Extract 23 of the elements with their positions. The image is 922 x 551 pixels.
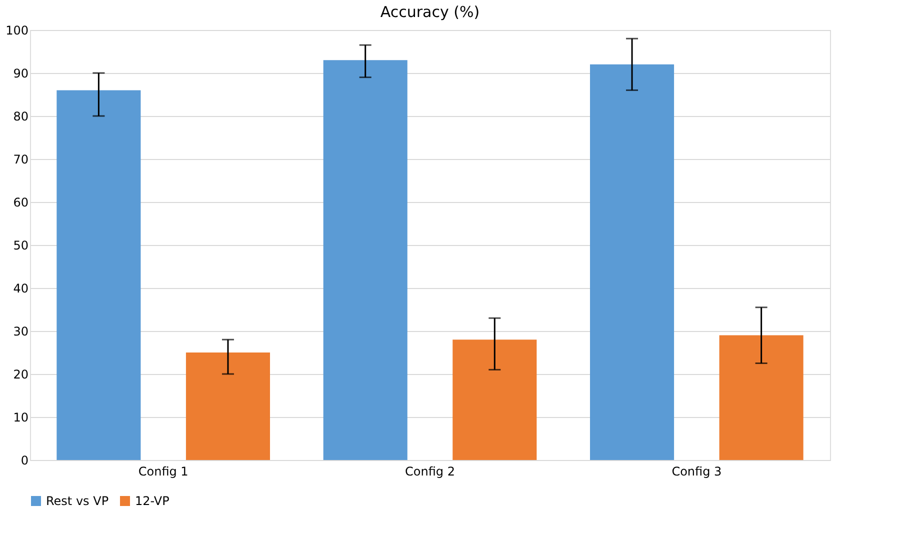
y-tick-label: 10 xyxy=(13,410,28,424)
x-tick-label: Config 1 xyxy=(138,464,188,478)
y-tick-label: 70 xyxy=(13,152,28,166)
legend-label: Rest vs VP xyxy=(46,494,109,508)
bar xyxy=(719,335,804,460)
bar xyxy=(186,352,270,460)
legend-label: 12-VP xyxy=(135,494,170,508)
bar xyxy=(323,60,408,460)
y-tick-label: 50 xyxy=(13,238,28,252)
y-tick-label: 0 xyxy=(20,454,28,468)
bar xyxy=(590,64,674,460)
bar xyxy=(452,340,537,460)
y-tick-label: 90 xyxy=(13,66,28,80)
x-tick-label: Config 2 xyxy=(405,464,455,478)
y-tick-label: 30 xyxy=(13,324,28,338)
y-tick-label: 80 xyxy=(13,110,28,124)
y-tick-label: 20 xyxy=(13,368,28,382)
y-tick-label: 40 xyxy=(13,282,28,296)
y-tick-label: 60 xyxy=(13,196,28,210)
y-tick-label: 100 xyxy=(6,24,28,38)
x-tick-label: Config 3 xyxy=(672,464,722,478)
chart-title: Accuracy (%) xyxy=(380,3,480,21)
bar xyxy=(56,90,141,460)
